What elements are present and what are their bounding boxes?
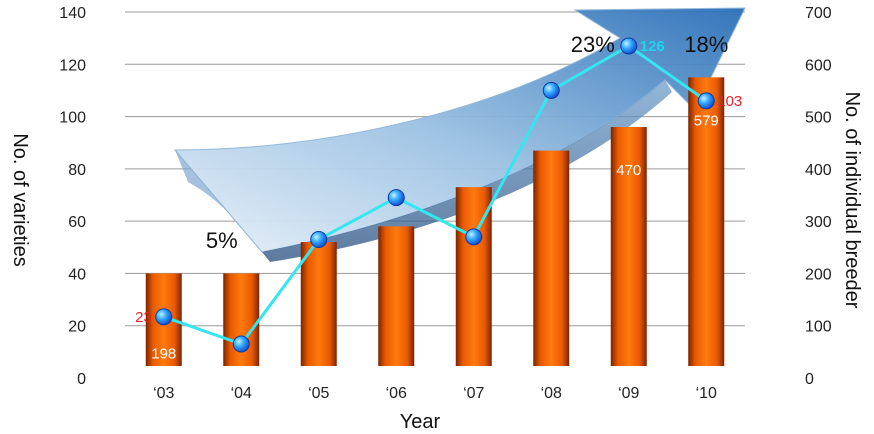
- line-point: [310, 230, 328, 248]
- x-axis-title: Year: [400, 411, 441, 433]
- bar: [610, 127, 647, 367]
- x-tick-label: ‘07: [463, 385, 484, 402]
- point-value-label: 126: [640, 38, 665, 55]
- y2-tick-label: 300: [805, 214, 832, 231]
- point-value-label: 23: [135, 309, 152, 326]
- y-tick-label: 120: [59, 57, 86, 74]
- bar: [688, 77, 725, 366]
- y-tick-label: 140: [59, 5, 86, 22]
- line-series: [155, 37, 715, 353]
- percent-annotation: 5%: [206, 228, 238, 253]
- bar: [300, 242, 337, 366]
- x-tick-label: ‘04: [231, 385, 252, 402]
- y2-tick-label: 200: [805, 266, 832, 283]
- y-tick-label: 80: [68, 162, 86, 179]
- y2-tick-label: 0: [805, 371, 814, 388]
- y-tick-label: 60: [68, 214, 86, 231]
- percent-annotation: 18%: [684, 32, 728, 57]
- y2-tick-label: 700: [805, 5, 832, 22]
- bar-value-label: 470: [616, 162, 641, 179]
- y-tick-label: 40: [68, 266, 86, 283]
- bar: [378, 226, 415, 366]
- bar-value-label: 198: [151, 345, 176, 362]
- x-tick-label: ‘08: [541, 385, 562, 402]
- x-tick-label: ‘10: [696, 385, 717, 402]
- percent-annotation: 23%: [571, 32, 615, 57]
- y-tick-label: 100: [59, 110, 86, 127]
- data-labels: 198 470 579 23 126 103 5% 23% 18%: [135, 32, 742, 362]
- y2-tick-label: 100: [805, 319, 832, 336]
- y-tick-label: 20: [68, 319, 86, 336]
- line-point: [620, 37, 638, 55]
- y2-tick-label: 600: [805, 57, 832, 74]
- line-point: [697, 92, 715, 110]
- y2-tick-label: 500: [805, 110, 832, 127]
- x-tick-label: ‘03: [153, 385, 174, 402]
- y-tick-label: 0: [77, 371, 86, 388]
- line-point: [232, 335, 250, 353]
- x-tick-label: ‘09: [618, 385, 639, 402]
- bar: [533, 150, 570, 366]
- bar-value-label: 579: [694, 112, 719, 129]
- y2-axis-title: No. of individual breeder: [841, 92, 863, 309]
- line-point: [465, 228, 483, 246]
- x-tick-label: ‘05: [308, 385, 329, 402]
- line-point: [542, 81, 560, 99]
- x-tick-label: ‘06: [386, 385, 407, 402]
- y2-tick-label: 400: [805, 162, 832, 179]
- y-axis-title: No. of varieties: [9, 133, 31, 266]
- line-point: [155, 308, 173, 326]
- line-point: [387, 189, 405, 207]
- axis-ticks: 0 20 40 60 80 100 120 140 0 100 200 300 400 500 600 700…: [59, 5, 832, 402]
- line-path: [163, 44, 708, 346]
- point-value-label: 103: [717, 93, 742, 110]
